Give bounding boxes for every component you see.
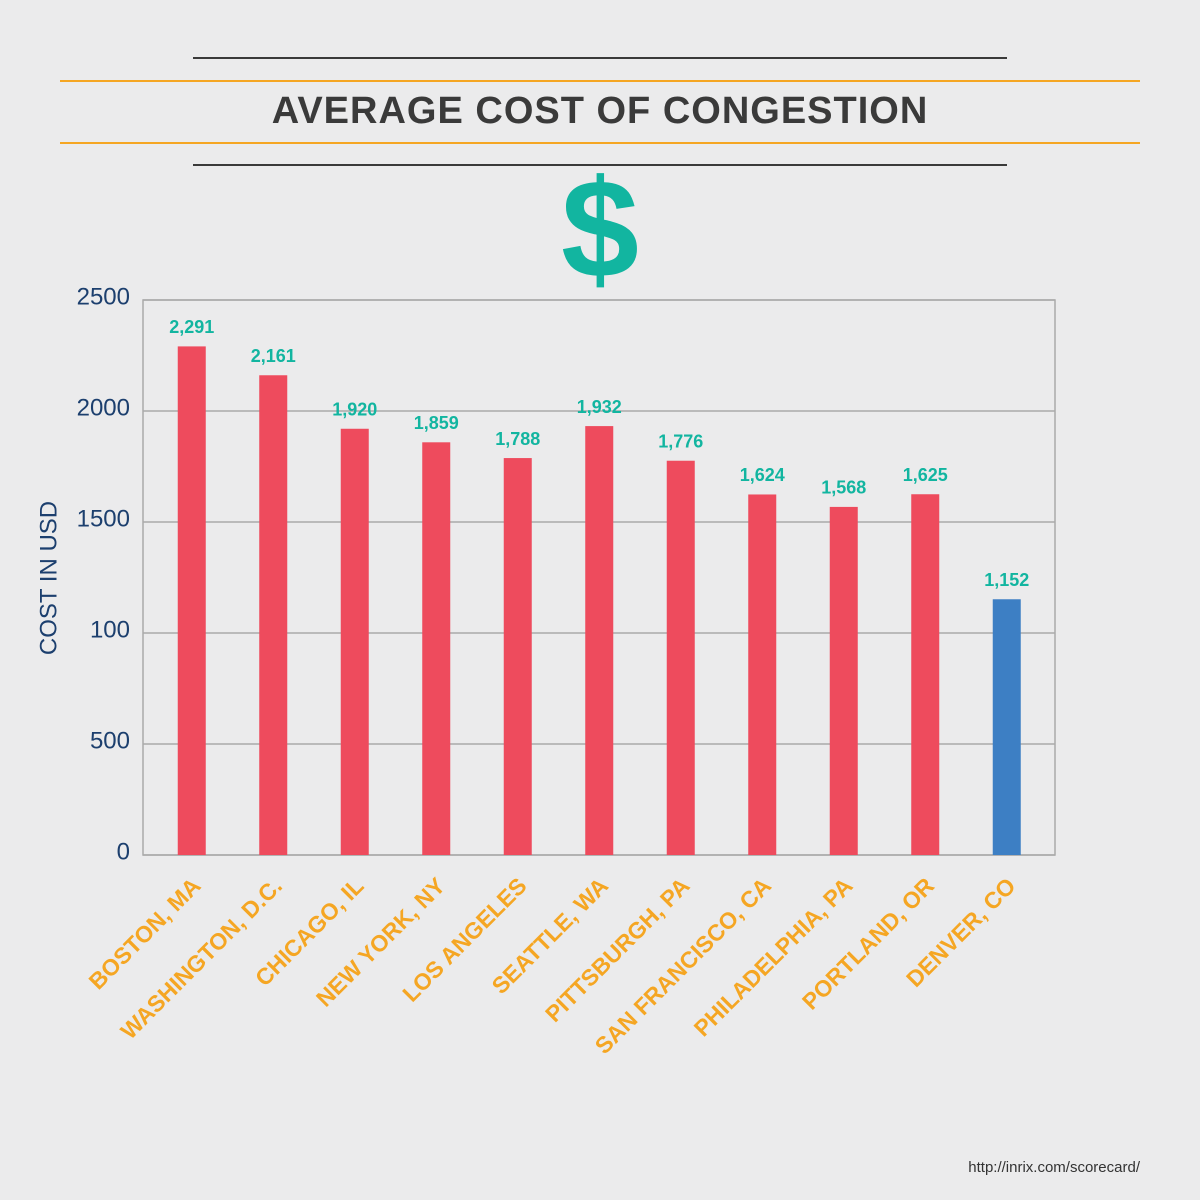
value-label: 1,932	[577, 397, 622, 417]
value-label: 2,291	[169, 317, 214, 337]
dollar-icon: $	[561, 150, 639, 307]
value-label: 1,920	[332, 400, 377, 420]
bar	[177, 346, 206, 855]
bar	[911, 494, 940, 855]
y-tick-label: 500	[90, 727, 130, 754]
y-tick-label: 100	[90, 616, 130, 643]
chart-title: AVERAGE COST OF CONGESTION	[272, 90, 929, 132]
value-label: 1,568	[821, 478, 866, 498]
y-tick-label: 2500	[77, 283, 130, 310]
bar	[992, 599, 1021, 855]
source: http://inrix.com/scorecard/	[968, 1159, 1141, 1176]
bar	[503, 458, 532, 855]
value-label: 2,161	[251, 346, 296, 366]
y-tick-label: 1500	[77, 505, 130, 532]
value-label: 1,625	[903, 465, 948, 485]
bar	[748, 494, 777, 855]
bar	[666, 460, 695, 855]
y-tick-label: 2000	[77, 394, 130, 421]
value-label: 1,788	[495, 429, 540, 449]
bar	[585, 426, 614, 855]
y-axis-label: COST IN USD	[35, 501, 62, 655]
value-label: 1,776	[658, 431, 703, 451]
y-tick-label: 0	[117, 838, 130, 865]
bar	[829, 506, 858, 855]
value-label: 1,624	[740, 465, 785, 485]
value-label: 1,152	[984, 570, 1029, 590]
bar	[340, 428, 369, 855]
bar	[259, 375, 288, 855]
bar	[422, 442, 451, 855]
value-label: 1,859	[414, 413, 459, 433]
